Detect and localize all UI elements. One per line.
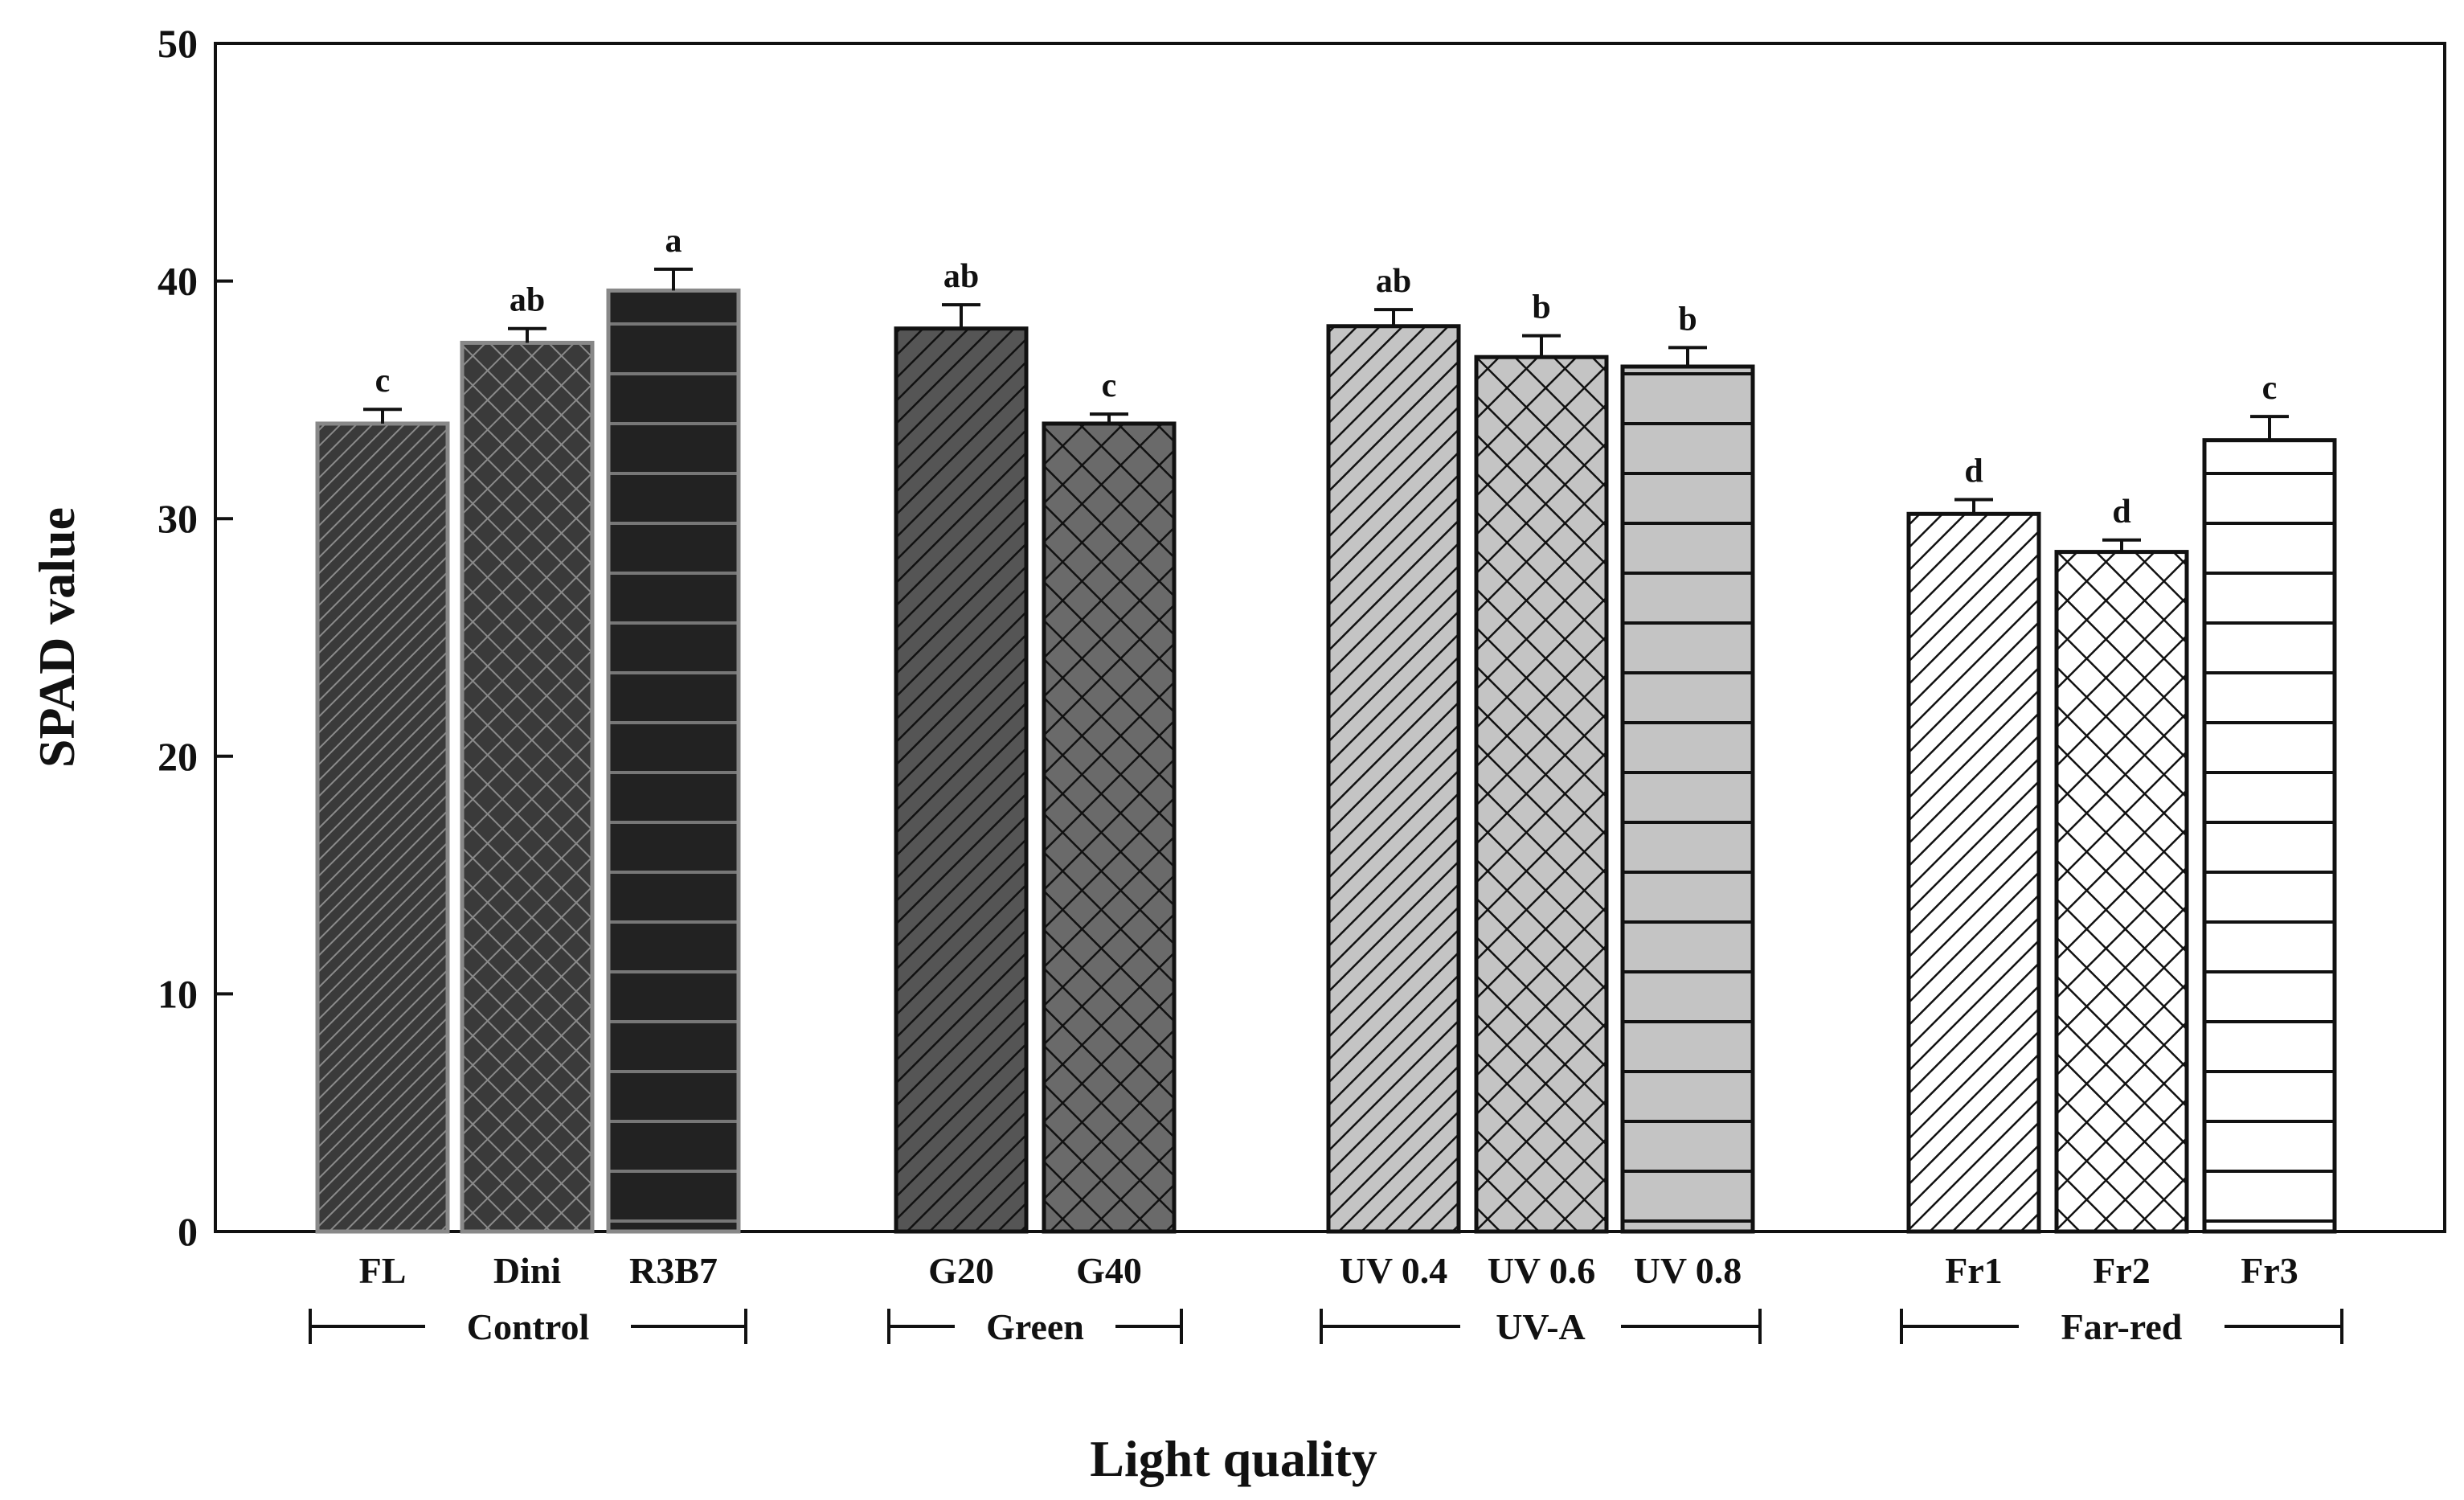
significance-label: b (1678, 301, 1697, 338)
category-label: Fr2 (2093, 1250, 2151, 1291)
significance-label: ab (943, 258, 979, 295)
bar-g40 (1042, 421, 1177, 1234)
bar-uv-0-8 (1620, 364, 1755, 1234)
y-axis: 0 10 20 30 40 50 (158, 21, 233, 1254)
significance-label: d (1964, 453, 1983, 490)
group-label: Control (467, 1306, 590, 1347)
significance-label: a (665, 223, 682, 260)
bar-r3b7 (606, 288, 741, 1234)
bar-fl (315, 421, 450, 1234)
category-label: Dini (493, 1250, 562, 1291)
significance-label: c (375, 363, 391, 400)
y-tick-label: 0 (178, 1209, 198, 1254)
group-label: UV-A (1496, 1306, 1586, 1347)
significance-label: c (1102, 367, 1117, 404)
x-axis-labels: FL Dini R3B7 G20 G40 UV 0.4 UV 0.6 UV 0.8 Fr1 Fr2… (359, 1250, 2298, 1291)
category-label: G40 (1076, 1250, 1142, 1291)
group-label: Far-red (2061, 1306, 2183, 1347)
x-axis-title: Light quality (1090, 1430, 1377, 1487)
y-tick-label: 10 (158, 971, 198, 1016)
category-label: FL (359, 1250, 407, 1291)
bar-fr3 (2202, 438, 2337, 1234)
category-label: Fr3 (2241, 1250, 2298, 1291)
bar-fr2 (2054, 550, 2189, 1234)
category-label: G20 (928, 1250, 994, 1291)
category-label: Fr1 (1945, 1250, 2003, 1291)
bar-uv-0-6 (1474, 355, 1609, 1234)
bar-fr1 (1906, 511, 2041, 1234)
category-label: UV 0.8 (1634, 1250, 1742, 1291)
significance-label: b (1532, 289, 1550, 326)
y-tick-label: 20 (158, 734, 198, 779)
category-label: UV 0.6 (1488, 1250, 1596, 1291)
bar-dini (460, 340, 595, 1234)
bars: c ab a ab c ab b b d d c (315, 223, 2337, 1234)
y-tick-label: 40 (158, 259, 198, 304)
bar-uv-0-4 (1326, 324, 1461, 1234)
significance-label: c (2262, 370, 2278, 407)
group-brackets: Control Green UV-A Far-red (309, 1306, 2343, 1347)
y-tick-label: 30 (158, 496, 198, 541)
group-label: Green (986, 1306, 1084, 1347)
y-tick-label: 50 (158, 21, 198, 66)
significance-label: ab (1376, 263, 1411, 300)
y-axis-title: SPAD value (28, 507, 85, 768)
category-label: R3B7 (629, 1250, 718, 1291)
bar-g20 (894, 326, 1029, 1234)
significance-label: d (2112, 494, 2130, 531)
significance-label: ab (510, 282, 545, 319)
category-label: UV 0.4 (1340, 1250, 1448, 1291)
